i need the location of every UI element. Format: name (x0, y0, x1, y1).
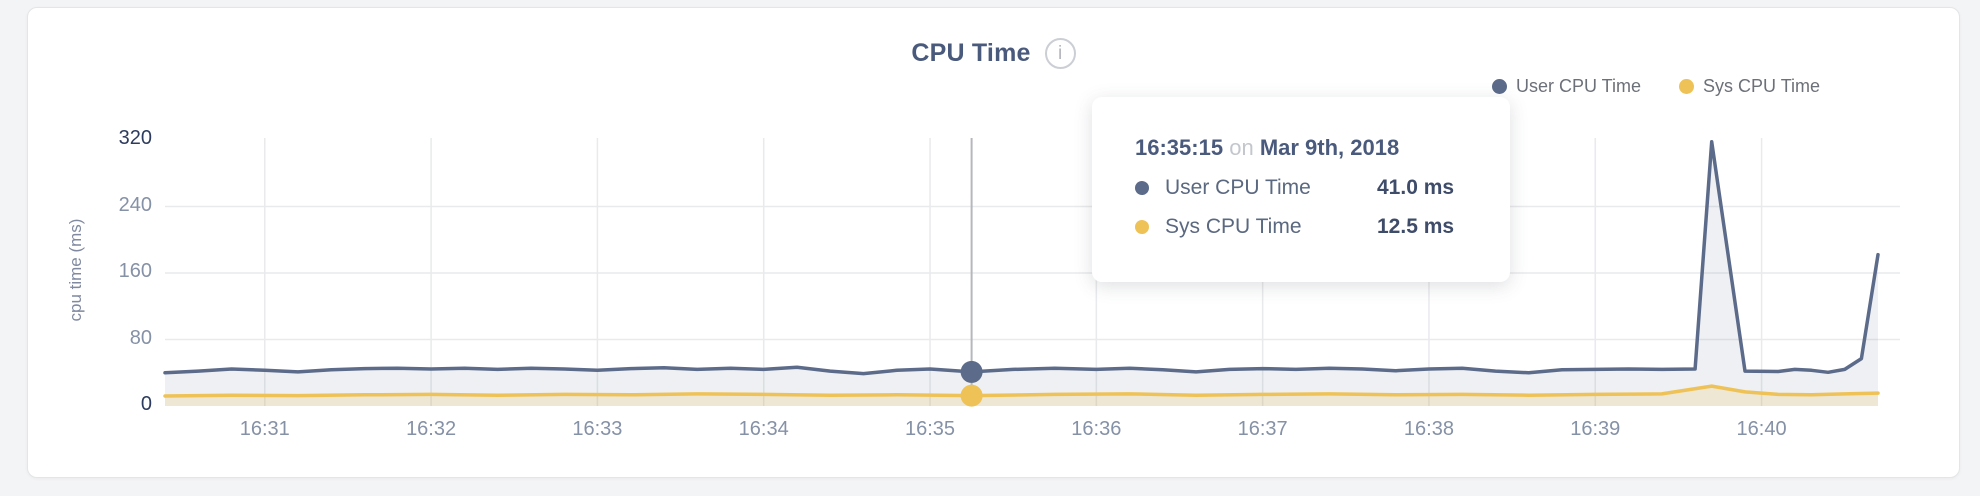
tooltip-time: 16:35:15 (1135, 135, 1224, 160)
legend-item-user-cpu-time[interactable]: User CPU Time (1492, 76, 1641, 97)
tooltip-conjunction: on (1229, 135, 1254, 160)
chart-title: CPU Time (911, 39, 1031, 67)
user-series-dot-icon (1135, 181, 1149, 195)
tooltip-row-value: 41.0 ms (1377, 176, 1455, 199)
info-icon[interactable]: i (1044, 38, 1076, 69)
legend-item-sys-cpu-time[interactable]: Sys CPU Time (1679, 76, 1820, 97)
tooltip-row-label: User CPU Time (1165, 176, 1311, 199)
legend-label-user: User CPU Time (1516, 76, 1642, 96)
chart-header: CPU Time i (27, 38, 1960, 69)
y-axis-title: cpu time (ms) (66, 218, 85, 322)
legend-label-sys: Sys CPU Time (1703, 76, 1821, 96)
info-icon-glyph: i (1057, 42, 1063, 64)
tooltip-row-user: User CPU Time 41.0 ms (1135, 176, 1480, 200)
tooltip-date: Mar 9th, 2018 (1259, 135, 1400, 160)
chart-tooltip: 16:35:15 on Mar 9th, 2018 User CPU Time … (1092, 97, 1510, 282)
tooltip-header: 16:35:15 on Mar 9th, 2018 (1135, 135, 1480, 161)
chart-legend: User CPU Time Sys CPU Time (1492, 76, 1820, 97)
user-series-dot-icon (1492, 79, 1507, 94)
sys-series-dot-icon (1679, 79, 1695, 94)
tooltip-row-label: Sys CPU Time (1165, 215, 1302, 238)
sys-series-dot-icon (1135, 220, 1149, 234)
tooltip-row-sys: Sys CPU Time 12.5 ms (1135, 215, 1480, 239)
tooltip-row-value: 12.5 ms (1377, 215, 1455, 238)
